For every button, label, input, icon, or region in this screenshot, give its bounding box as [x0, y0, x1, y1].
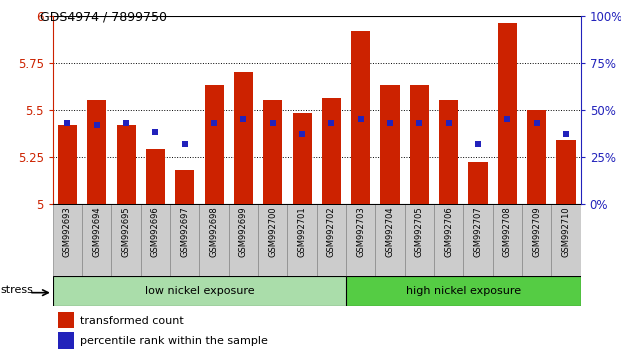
Bar — [410, 85, 429, 204]
Text: GSM992707: GSM992707 — [473, 206, 483, 257]
Bar — [468, 162, 487, 204]
Bar — [111, 204, 141, 276]
Point — [268, 120, 278, 126]
Point — [502, 116, 512, 122]
Point — [561, 131, 571, 137]
Text: GSM992702: GSM992702 — [327, 206, 336, 257]
Bar — [58, 332, 74, 349]
Text: GDS4974 / 7899750: GDS4974 / 7899750 — [40, 11, 168, 24]
Bar — [170, 204, 199, 276]
Text: GSM992710: GSM992710 — [561, 206, 571, 257]
Bar — [522, 204, 551, 276]
Text: low nickel exposure: low nickel exposure — [145, 286, 254, 296]
Bar — [322, 98, 341, 204]
Bar — [498, 23, 517, 204]
Bar — [263, 100, 283, 204]
Bar — [434, 204, 463, 276]
Text: GSM992696: GSM992696 — [151, 206, 160, 257]
Point — [92, 122, 102, 127]
Text: GSM992704: GSM992704 — [386, 206, 394, 257]
Text: GSM992706: GSM992706 — [444, 206, 453, 257]
Point — [443, 120, 453, 126]
Point — [297, 131, 307, 137]
Text: GSM992695: GSM992695 — [122, 206, 130, 257]
Bar — [258, 204, 288, 276]
Bar — [199, 204, 229, 276]
Bar — [288, 204, 317, 276]
Bar — [381, 85, 399, 204]
Bar — [87, 100, 106, 204]
Point — [150, 130, 160, 135]
Point — [385, 120, 395, 126]
Point — [532, 120, 542, 126]
Bar — [556, 140, 576, 204]
Text: GSM992698: GSM992698 — [209, 206, 219, 257]
Bar — [439, 100, 458, 204]
Text: stress: stress — [0, 285, 33, 295]
Point — [473, 141, 483, 146]
Bar — [58, 125, 77, 204]
Bar — [405, 204, 434, 276]
Text: percentile rank within the sample: percentile rank within the sample — [80, 336, 268, 346]
Bar — [292, 114, 312, 204]
Text: high nickel exposure: high nickel exposure — [406, 286, 521, 296]
Bar — [53, 204, 82, 276]
Bar — [234, 72, 253, 204]
Bar — [346, 204, 375, 276]
Bar — [229, 204, 258, 276]
Point — [180, 141, 190, 146]
Point — [414, 120, 424, 126]
Bar — [82, 204, 111, 276]
Bar — [551, 204, 581, 276]
Point — [121, 120, 131, 126]
Bar — [146, 149, 165, 204]
Bar — [492, 204, 522, 276]
Text: transformed count: transformed count — [80, 316, 184, 326]
Bar — [351, 31, 370, 204]
Bar — [204, 85, 224, 204]
Text: GSM992699: GSM992699 — [239, 206, 248, 257]
Text: GSM992701: GSM992701 — [297, 206, 307, 257]
Point — [209, 120, 219, 126]
Point — [356, 116, 366, 122]
Bar — [58, 312, 74, 328]
Point — [238, 116, 248, 122]
Text: GSM992697: GSM992697 — [180, 206, 189, 257]
Bar — [527, 110, 546, 204]
Point — [63, 120, 73, 126]
Bar — [175, 170, 194, 204]
Point — [327, 120, 337, 126]
Text: GSM992708: GSM992708 — [503, 206, 512, 257]
Text: GSM992694: GSM992694 — [93, 206, 101, 257]
Text: GSM992693: GSM992693 — [63, 206, 72, 257]
Bar — [375, 204, 405, 276]
Text: GSM992700: GSM992700 — [268, 206, 277, 257]
Bar — [117, 125, 135, 204]
Bar — [463, 204, 492, 276]
Text: GSM992709: GSM992709 — [532, 206, 541, 257]
Bar — [317, 204, 346, 276]
Text: GSM992703: GSM992703 — [356, 206, 365, 257]
Text: GSM992705: GSM992705 — [415, 206, 424, 257]
Bar — [141, 204, 170, 276]
